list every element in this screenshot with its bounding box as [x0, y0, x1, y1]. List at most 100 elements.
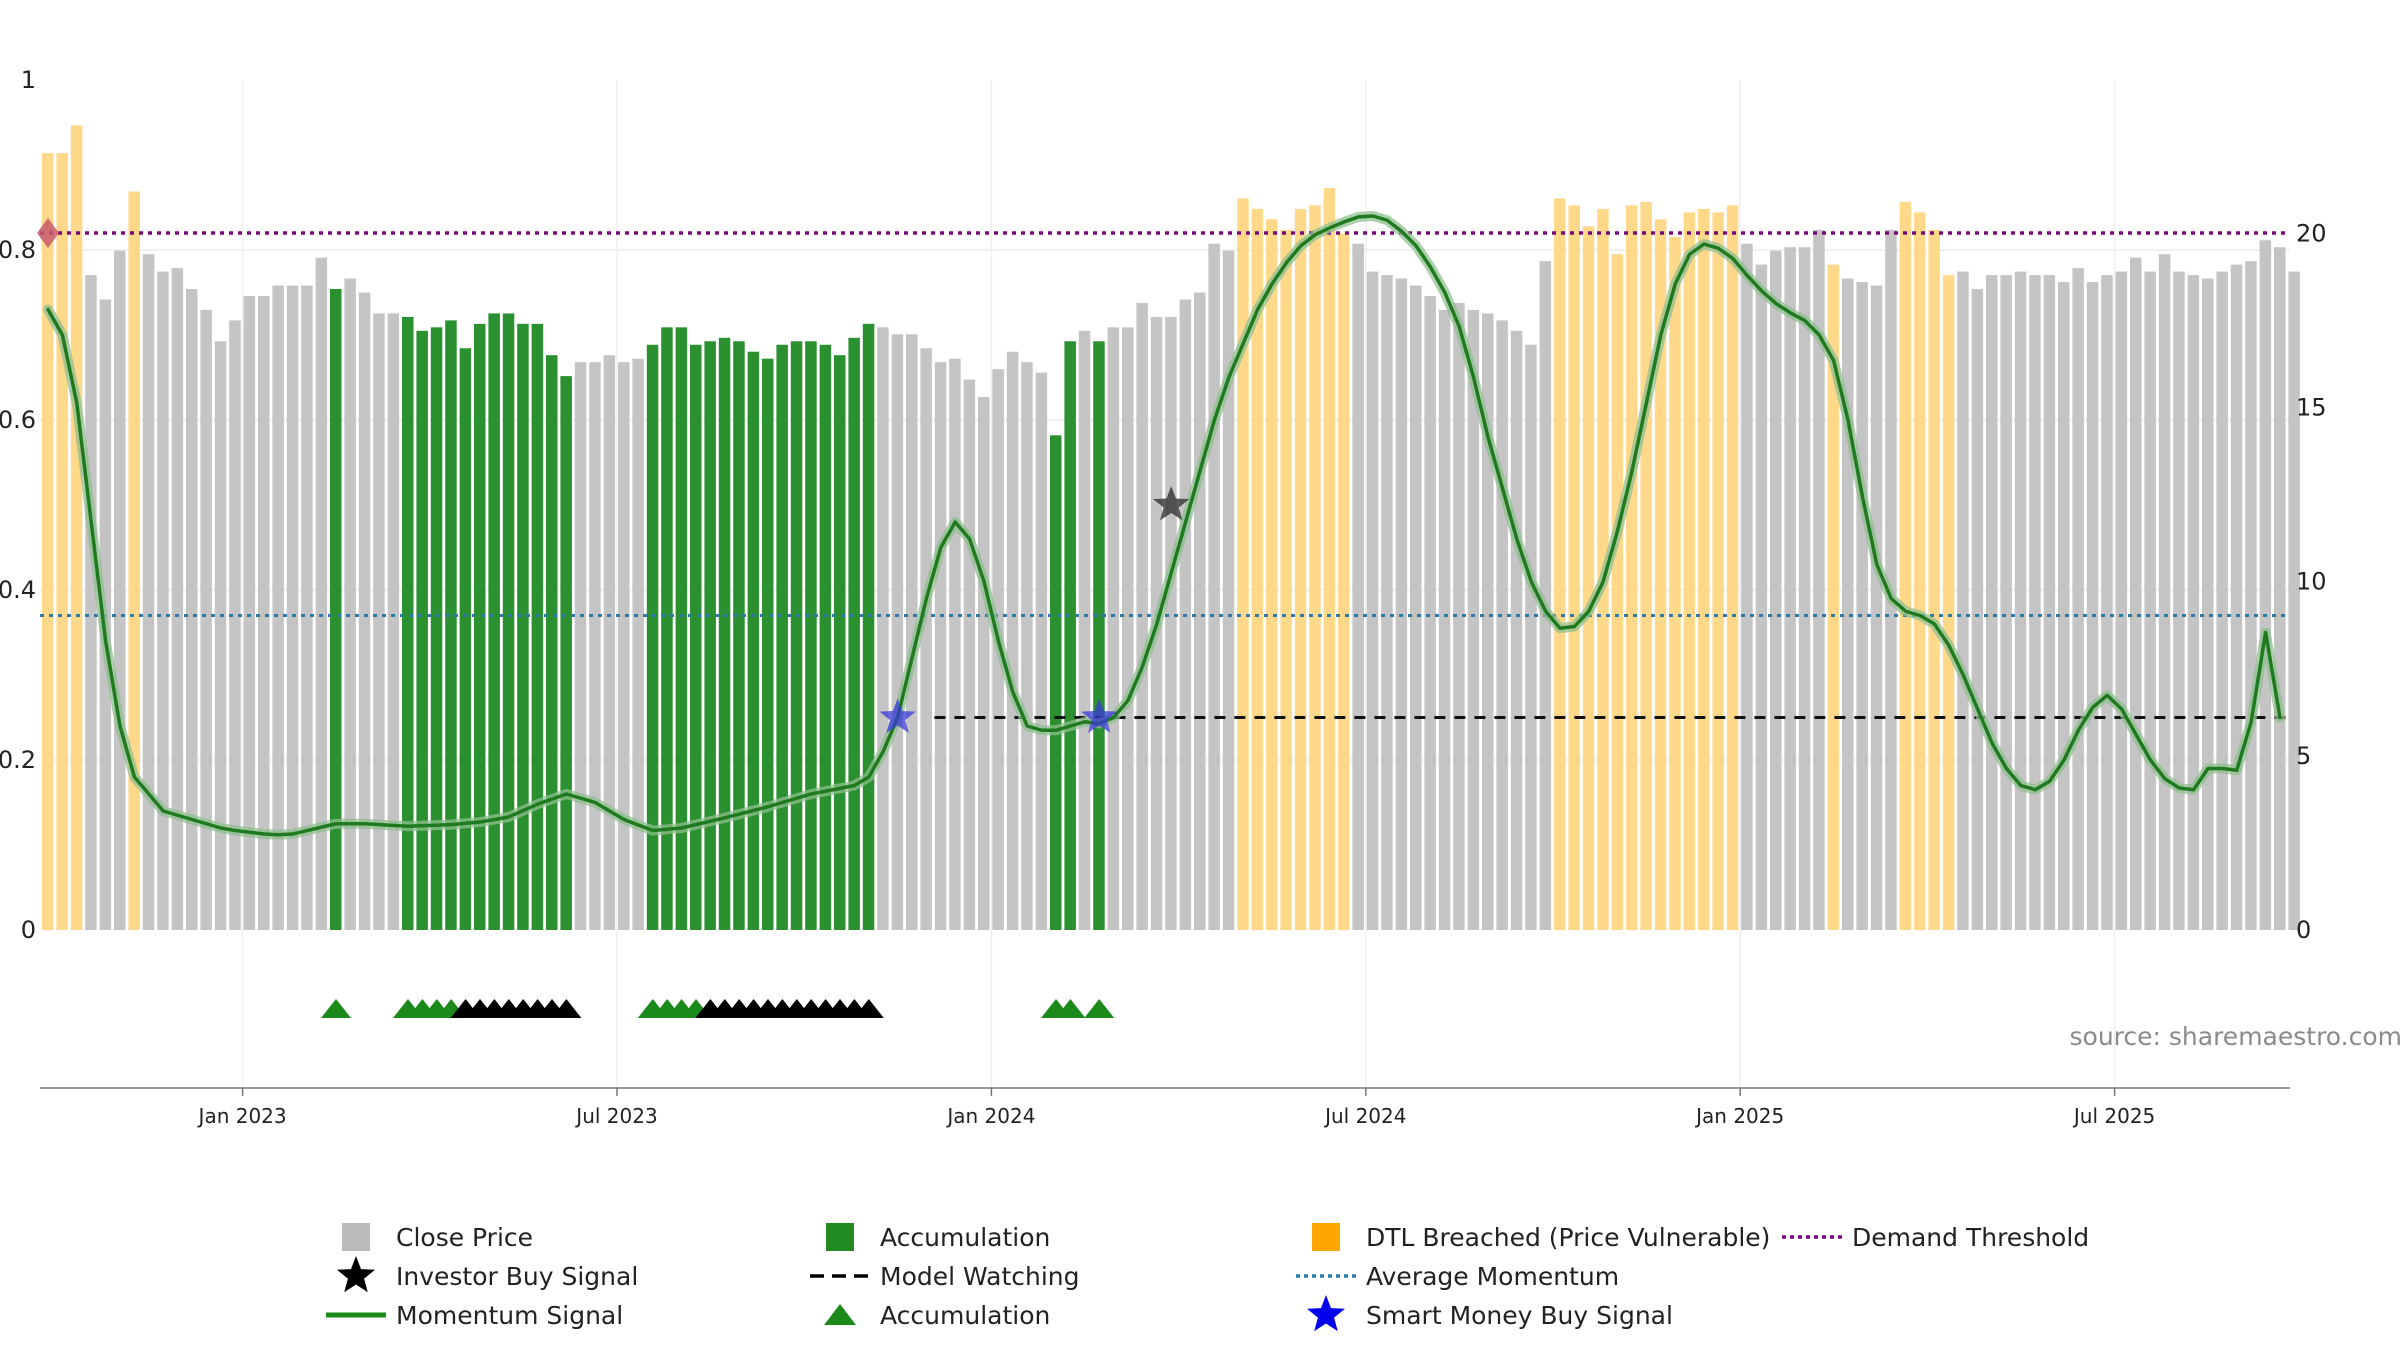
price-bar [114, 250, 126, 930]
price-bar [733, 341, 745, 930]
price-bar [2101, 275, 2113, 930]
accumulation-triangle [1055, 999, 1086, 1018]
price-bar [2274, 247, 2286, 930]
price-bar [1078, 330, 1091, 930]
price-bar [272, 285, 284, 930]
legend-label: Smart Money Buy Signal [1366, 1301, 1673, 1330]
price-bar [762, 358, 774, 930]
price-bar [1582, 226, 1595, 931]
price-bar [891, 334, 904, 930]
price-bar [1453, 302, 1465, 930]
price-bar [1870, 285, 1883, 930]
legend-label: Momentum Signal [396, 1301, 623, 1330]
x-tick-label: Jan 2024 [945, 1104, 1035, 1128]
price-bar [675, 327, 688, 930]
price-bar [1482, 313, 1494, 931]
price-bar [1467, 309, 1480, 930]
price-bar [229, 320, 241, 930]
price-bar [1424, 295, 1436, 930]
y-right-tick-label: 0 [2296, 916, 2311, 944]
price-bar [2043, 275, 2056, 930]
price-bar [1136, 302, 1148, 930]
price-bar [1222, 250, 1235, 930]
price-bar [718, 337, 731, 931]
momentum-signal [43, 211, 2285, 840]
momentum-signal-line [46, 214, 2282, 837]
price-bar [747, 351, 760, 930]
price-bar [1554, 198, 1566, 930]
price-bar [1381, 275, 1393, 930]
price-bar [258, 295, 270, 930]
price-bar [1899, 201, 1912, 931]
y-right-tick-label: 10 [2296, 568, 2327, 596]
price-bar [1237, 198, 1249, 930]
price-bar [517, 323, 529, 931]
legend-label: DTL Breached (Price Vulnerable) [1366, 1223, 1770, 1252]
smart-money-star [879, 698, 916, 733]
price-bar [330, 289, 342, 931]
price-bar [1712, 212, 1724, 930]
price-bar [1410, 285, 1422, 930]
price-bar [790, 341, 803, 930]
price-bar [805, 341, 817, 930]
price-bar [2187, 275, 2200, 930]
price-bar [301, 285, 313, 930]
price-bar [2216, 271, 2228, 930]
price-bar [243, 295, 256, 930]
price-bar [2202, 278, 2214, 931]
price-bar [603, 355, 616, 930]
price-bar [1770, 250, 1782, 930]
legend-square-icon [826, 1223, 854, 1251]
accumulation-triangle [551, 999, 582, 1018]
price-bar [416, 330, 428, 930]
price-bar [1568, 205, 1580, 930]
price-bar [2086, 282, 2099, 930]
price-bar [618, 362, 630, 930]
demand-threshold-marker [37, 218, 59, 248]
price-bar [1726, 205, 1739, 930]
legend-label: Average Momentum [1366, 1262, 1619, 1291]
price-bar [1842, 278, 1854, 931]
price-bar [1208, 243, 1220, 931]
price-bar [128, 191, 140, 930]
price-bar [474, 323, 486, 931]
price-bar [171, 268, 184, 930]
price-bar [1122, 327, 1134, 930]
price-bar [2245, 261, 2257, 930]
price-bar [949, 358, 961, 930]
price-bar [1338, 233, 1350, 930]
price-bar [2230, 264, 2243, 931]
y-left-tick-label: 0.8 [0, 236, 36, 264]
accumulation-triangle [853, 999, 884, 1018]
price-bar [2000, 275, 2012, 930]
price-bar [1309, 205, 1321, 930]
price-bar [848, 337, 860, 931]
price-bar [776, 344, 788, 930]
price-bar [920, 348, 932, 931]
price-bar [1323, 187, 1336, 930]
price-bar [2173, 271, 2185, 930]
price-bar [1280, 229, 1292, 931]
price-bar [1885, 229, 1897, 931]
price-bar [560, 376, 572, 930]
price-bar [963, 379, 976, 930]
price-bar [157, 271, 169, 930]
price-bar [2058, 282, 2070, 930]
price-bar [862, 323, 875, 931]
price-bar [704, 341, 716, 930]
price-bar [1942, 275, 1955, 930]
legend-label: Accumulation [880, 1301, 1050, 1330]
price-bar [1395, 278, 1408, 931]
price-bar [834, 355, 846, 930]
price-bar [1755, 264, 1768, 931]
price-bar [1525, 344, 1537, 930]
price-bar [1539, 261, 1552, 930]
price-bar [1107, 327, 1120, 930]
price-bar [142, 254, 155, 931]
price-bar [358, 292, 371, 930]
price-bar [2158, 254, 2171, 931]
price-bar [2014, 271, 2027, 930]
price-bar [2144, 271, 2156, 930]
y-left-tick-label: 0 [21, 916, 36, 944]
price-bar [877, 327, 889, 930]
